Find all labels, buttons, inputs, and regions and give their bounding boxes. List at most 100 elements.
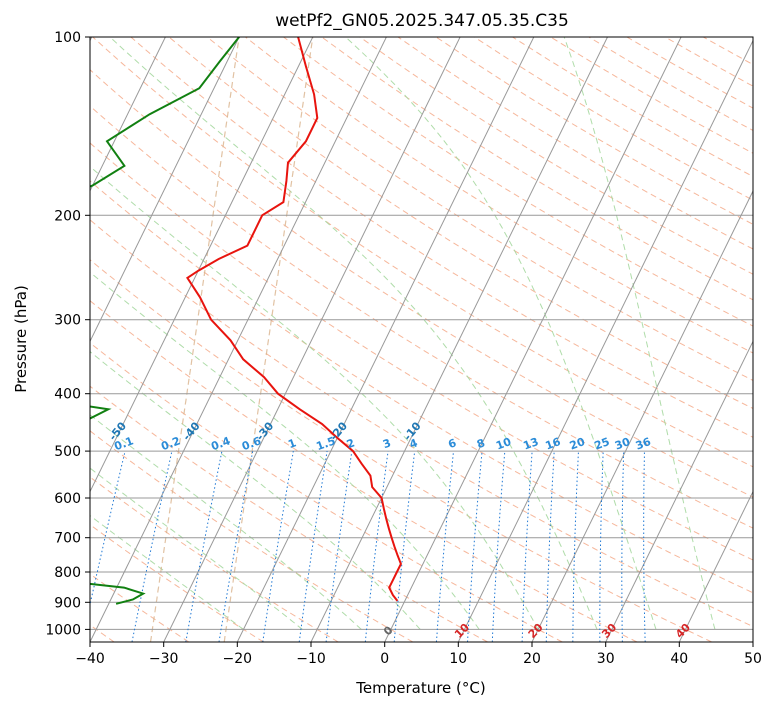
mixing-ratio-label: 30 xyxy=(613,435,632,453)
isotherm xyxy=(678,490,753,642)
x-axis-title: Temperature (°C) xyxy=(355,679,485,697)
dry-adiabat xyxy=(90,524,264,642)
dry-adiabat xyxy=(359,37,753,275)
mixing-ratio-label: 1.5 xyxy=(315,434,338,453)
y-tick-label: 900 xyxy=(54,595,81,611)
dry-adiabat-label: -60 xyxy=(33,419,56,443)
mixing-ratio-line xyxy=(185,451,223,642)
dry-adiabat xyxy=(90,300,638,642)
y-tick-label: 700 xyxy=(54,531,81,547)
x-tick-label: 20 xyxy=(523,651,541,667)
mixing-ratio-line xyxy=(599,451,604,642)
mixing-ratio-label: 13 xyxy=(521,435,540,452)
mixing-ratio-label: 16 xyxy=(544,435,563,453)
y-axis-title: Pressure (hPa) xyxy=(12,285,30,393)
isotherm xyxy=(605,340,753,642)
dry-adiabat xyxy=(90,219,753,628)
mixing-ratio-label: 4 xyxy=(408,436,420,451)
mixing-ratio-label: 20 xyxy=(568,435,587,453)
y-tick-label: 300 xyxy=(54,313,81,329)
profile-lines xyxy=(90,37,402,605)
y-tick-label: 500 xyxy=(54,444,81,460)
mixing-ratio-line xyxy=(643,451,646,642)
mixing-ratio-line xyxy=(621,451,625,642)
x-tick-label: 50 xyxy=(744,651,762,667)
dry-adiabat xyxy=(90,573,190,642)
mixing-ratio-line xyxy=(572,451,579,642)
y-tick-label: 1000 xyxy=(45,622,81,638)
y-tick-label: 400 xyxy=(54,387,81,403)
dry-adiabat-label: 10 xyxy=(452,621,472,641)
line-labels: -100-90-80-70-60-50-40-30-20-10010203040… xyxy=(33,419,693,641)
plot-frame xyxy=(89,36,754,643)
dry-adiabat xyxy=(702,37,753,66)
y-tick-label: 600 xyxy=(54,491,81,507)
isotherm xyxy=(236,37,535,642)
dry-adiabat xyxy=(90,259,712,642)
dry-adiabat xyxy=(90,180,753,594)
isotherm xyxy=(163,37,461,642)
mixing-ratio-label: 0.6 xyxy=(240,434,263,453)
mixing-ratio-line xyxy=(545,451,555,642)
mixing-ratio-line xyxy=(131,450,173,642)
dry-adiabat xyxy=(90,142,753,561)
moist-adiabat xyxy=(345,37,657,630)
dry-adiabat xyxy=(90,430,414,642)
mixing-ratio-label: 0.4 xyxy=(209,434,232,453)
dry-adiabat-label: 40 xyxy=(673,621,693,641)
isotherm xyxy=(752,640,753,642)
moist-adiabat xyxy=(90,467,303,630)
x-tick-label: −40 xyxy=(75,651,105,667)
y-tick-label: 200 xyxy=(54,208,81,224)
dry-adiabat xyxy=(90,105,753,529)
isotherm xyxy=(90,37,166,193)
mixing-ratio-label: 25 xyxy=(593,435,612,452)
mixing-ratio-label: 36 xyxy=(634,435,653,453)
dry-adiabat xyxy=(588,37,753,132)
x-tick-label: 30 xyxy=(597,651,615,667)
mixing-ratio-label: 0.2 xyxy=(159,434,182,453)
dry-adiabat xyxy=(397,37,753,250)
isohume-curve xyxy=(223,37,314,642)
mixing-ratio-line xyxy=(435,451,454,642)
x-tick-label: −20 xyxy=(223,651,253,667)
axes: −40 −30 −20 −10 0 10 20 30 40 5010020030040050060… xyxy=(45,30,762,667)
isotherm xyxy=(384,37,682,642)
isohume-curve xyxy=(149,37,240,642)
isotherm xyxy=(90,37,387,642)
dry-adiabat xyxy=(664,37,753,87)
dry-adiabat xyxy=(321,37,753,301)
x-tick-label: 40 xyxy=(670,651,688,667)
moist-adiabat xyxy=(90,414,362,630)
mixing-ratio-line xyxy=(298,451,328,642)
dry-adiabat xyxy=(474,37,753,201)
mixing-ratio-line xyxy=(325,451,353,642)
dry-adiabat xyxy=(90,476,339,642)
dry-adiabat xyxy=(283,37,753,327)
moist-adiabat xyxy=(109,37,598,630)
dry-adiabat xyxy=(550,37,753,154)
mixing-ratio-line xyxy=(218,451,254,642)
mixing-ratio-line xyxy=(393,451,416,642)
mixing-ratio-line xyxy=(467,451,483,642)
chart-title: wetPf2_GN05.2025.347.05.35.C35 xyxy=(275,11,569,31)
moist-adiabat xyxy=(90,514,244,630)
dry-adiabat xyxy=(90,385,488,642)
mixing-ratio-line xyxy=(364,451,389,642)
dry-adiabat xyxy=(512,37,753,178)
mixing-ratio-label: 1 xyxy=(286,436,298,451)
dry-adiabat-label: -40 xyxy=(180,419,203,443)
mixing-ratio-line xyxy=(262,451,294,642)
dry-adiabat xyxy=(90,342,563,642)
dry-adiabat xyxy=(90,69,753,498)
dry-adiabat-label: 20 xyxy=(526,621,546,641)
x-tick-label: −10 xyxy=(296,651,326,667)
mixing-ratio-label: 8 xyxy=(475,436,487,451)
isotherm xyxy=(531,189,753,642)
x-tick-label: 10 xyxy=(449,651,467,667)
dry-adiabat xyxy=(206,37,753,381)
mixing-ratio-label: 3 xyxy=(381,436,393,451)
x-tick-label: −30 xyxy=(149,651,179,667)
dry-adiabat-label: 30 xyxy=(599,621,619,641)
